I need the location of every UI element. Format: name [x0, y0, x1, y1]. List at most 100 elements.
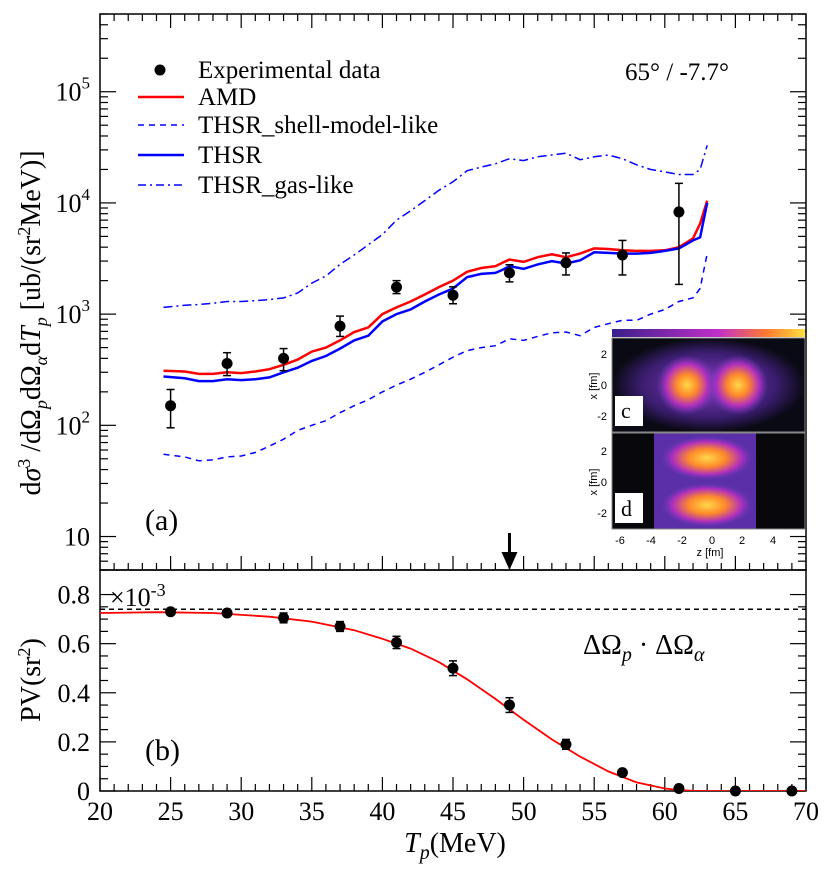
x-tick-label: 25: [158, 797, 184, 826]
legend-label-gas-like: THSR_gas-like: [198, 172, 354, 199]
inset-d-tag-box: [615, 493, 643, 523]
inset-z-tick-label: 0: [709, 535, 715, 547]
panel-b-points: [165, 606, 798, 797]
panel-a-tag: (a): [145, 504, 178, 537]
data-point: [560, 738, 572, 750]
data-point: [673, 206, 685, 218]
inset-c-x-tick-label: -2: [597, 411, 607, 423]
inset-z-tick-label: -2: [677, 535, 687, 547]
data-point: [503, 699, 515, 711]
legend-label-amd: AMD: [198, 84, 256, 111]
data-point: [729, 785, 741, 797]
inset-d-cluster-top: [661, 436, 753, 480]
data-point: [278, 612, 290, 624]
legend-label-shell-model: THSR_shell-model-like: [198, 112, 438, 139]
panel-b-tag: (b): [145, 734, 180, 767]
x-tick-label: 40: [369, 797, 395, 826]
inset-z-axis-label: z [fm]: [697, 547, 724, 559]
inset-d-x-tick-label: -2: [597, 508, 607, 520]
x-tick-label: 60: [652, 797, 678, 826]
data-point: [278, 352, 290, 364]
data-point: [391, 636, 403, 648]
x-tick-label: 70: [793, 797, 819, 826]
legend-marker-experimental: [154, 64, 166, 76]
panel-b-y-tick-label: 0.6: [58, 630, 91, 659]
panel-a-y-tick-label: 105: [56, 74, 91, 107]
inset-colorbar: [612, 329, 805, 337]
inset-d-frame: [611, 432, 806, 530]
data-point: [673, 783, 685, 795]
inset-d-x-tick-label: 2: [601, 446, 607, 458]
panel-a-y-tick-label: 103: [56, 296, 91, 329]
density-insets: c d x [fm] x [fm] 2 2 0 0 -2 -2 -6 -4 -2 0 2 4 z [f…: [588, 329, 806, 559]
series-amd: [163, 200, 709, 376]
panel-b-ticks: [99, 593, 807, 792]
data-point: [334, 320, 346, 332]
inset-d-x-tick-label: 0: [601, 477, 607, 489]
panel-b-y-axis-title: PV(sr2): [14, 638, 47, 722]
panel-b-frame: [99, 569, 807, 792]
inset-c-x-tick-label: 0: [601, 380, 607, 392]
panel-b-y-tick-label: 0.4: [58, 679, 91, 708]
solid-angle-annotation: ΔΩp · ΔΩα: [583, 630, 705, 666]
inset-z-tick-label: 2: [739, 535, 745, 547]
panel-a-experimental-points: [165, 182, 685, 429]
series-thsr-shell-model-like: [163, 253, 708, 462]
multiplier-label: ×10-3: [110, 580, 166, 612]
arrow-head: [501, 552, 518, 570]
panel-b-fit-curve: [100, 611, 806, 791]
angle-annotation: 65° / -7.7°: [625, 59, 729, 86]
data-point: [616, 249, 628, 261]
x-tick-label: 65: [722, 797, 748, 826]
inset-c-cluster-left: [657, 355, 717, 415]
series-thsr-gas-like: [163, 145, 708, 309]
inset-c-cluster-right: [708, 355, 768, 415]
panel-b-y-tick-label: 0: [77, 777, 90, 806]
x-tick-label: 55: [581, 797, 607, 826]
x-tick-label: 50: [511, 797, 537, 826]
x-tick-label: 30: [228, 797, 254, 826]
data-point: [221, 357, 233, 369]
data-point: [786, 785, 798, 797]
data-point: [560, 257, 572, 269]
x-tick-label: 20: [87, 797, 113, 826]
data-point: [447, 662, 459, 674]
x-tick-label: 35: [299, 797, 325, 826]
inset-c-tag: c: [621, 398, 631, 423]
inset-z-tick-label: -6: [615, 535, 625, 547]
data-point: [221, 607, 233, 619]
legend-label-thsr: THSR: [198, 142, 262, 169]
inset-d-cluster-bottom: [661, 483, 753, 527]
inset-d-y-axis-label: x [fm]: [588, 469, 600, 496]
panel-a-y-axis-title: dσ3 /dΩpdΩαdTp [ub/(sr2MeV)]: [14, 150, 51, 495]
panel-a-y-tick-labels: 10 102 103 104 105: [56, 74, 91, 552]
inset-c-y-axis-label: x [fm]: [588, 373, 600, 400]
panel-b-y-tick-label: 0.2: [58, 728, 91, 757]
inset-tick-labels: 2 2 0 0 -2 -2 -6 -4 -2 0 2 4: [597, 349, 776, 547]
panel-a-y-tick-label: 102: [56, 407, 91, 440]
data-point: [334, 620, 346, 632]
legend: Experimental data AMD THSR_shell-model-l…: [138, 57, 438, 199]
data-point: [391, 281, 403, 293]
data-point: [165, 606, 177, 618]
panel-b-y-tick-labels: 0 0.2 0.4 0.6 0.8: [58, 581, 91, 806]
legend-label-experimental: Experimental data: [198, 57, 381, 84]
panel-b-y-tick-label: 0.8: [58, 581, 91, 610]
data-point: [447, 289, 459, 301]
inset-d-tag: d: [621, 496, 632, 521]
x-axis-title: Tp(MeV): [404, 828, 506, 864]
panel-a-y-tick-label: 104: [56, 185, 91, 218]
inset-z-tick-label: 4: [770, 535, 776, 547]
inset-c-x-tick-label: 2: [601, 349, 607, 361]
data-point: [165, 400, 177, 412]
inset-c-frame: [611, 337, 806, 433]
arrow-marker: [501, 533, 518, 570]
data-point: [616, 767, 628, 779]
inset-z-tick-label: -4: [646, 535, 656, 547]
inset-c-tag-box: [615, 396, 643, 426]
fit-curve: [100, 611, 806, 791]
panel-a-y-tick-label: 10: [64, 523, 90, 552]
x-tick-label: 45: [440, 797, 466, 826]
panel-b-x-tick-labels: 20 25 30 35 40 45 50 55 60 65 70: [87, 797, 819, 826]
